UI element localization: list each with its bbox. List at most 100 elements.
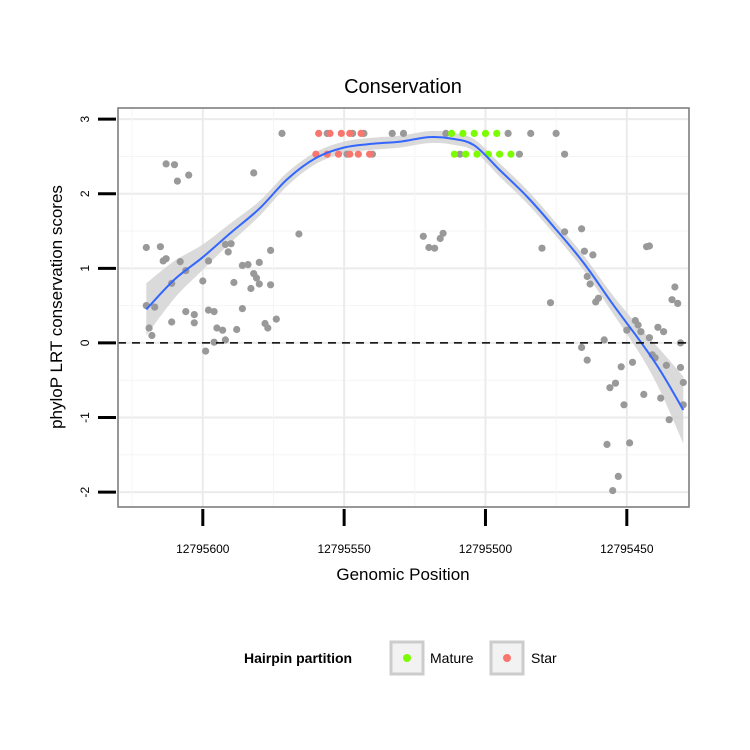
data-point-other	[614, 472, 622, 480]
data-point-other	[252, 274, 261, 282]
data-point-other	[238, 305, 246, 313]
y-tick-label: 3	[78, 116, 92, 123]
legend-title: Hairpin partition	[244, 650, 352, 666]
data-point-other	[295, 230, 303, 238]
data-point-other	[227, 240, 235, 248]
data-point-other	[425, 243, 433, 252]
data-point-other	[546, 299, 555, 307]
data-point-other	[202, 347, 210, 355]
data-point-other	[230, 278, 238, 287]
x-tick-label: 12795550	[317, 542, 371, 556]
data-point-other	[561, 150, 569, 158]
grid-layer	[118, 108, 689, 507]
data-point-other	[210, 338, 218, 346]
data-point-mature	[473, 150, 481, 158]
data-point-other	[583, 356, 591, 364]
data-point-other	[399, 129, 408, 137]
data-point-other	[561, 228, 569, 236]
data-point-other	[538, 244, 546, 252]
data-point-other	[219, 326, 227, 334]
data-point-star	[315, 129, 323, 137]
data-point-other	[623, 326, 631, 334]
data-point-other	[250, 169, 258, 177]
data-point-other	[148, 331, 156, 340]
data-point-other	[606, 384, 614, 392]
data-point-mature	[450, 150, 458, 158]
data-point-other	[668, 296, 676, 304]
data-point-star	[334, 150, 343, 158]
data-point-other	[267, 246, 275, 254]
data-point-mature	[448, 129, 456, 137]
data-point-other	[151, 303, 159, 311]
series-mature	[448, 129, 515, 158]
x-tick-label: 12795500	[459, 542, 513, 556]
y-tick-label: 1	[78, 265, 92, 272]
smooth-line	[145, 135, 685, 411]
data-point-other	[611, 379, 620, 387]
data-point-mature	[481, 129, 490, 137]
data-point-star	[346, 129, 354, 137]
data-point-mature	[507, 150, 515, 158]
series-star	[312, 129, 374, 158]
data-point-other	[456, 150, 464, 158]
y-tick-label: 2	[78, 190, 92, 197]
data-point-other	[182, 308, 190, 316]
data-point-star	[357, 129, 365, 137]
data-point-other	[162, 255, 170, 263]
data-point-other	[586, 280, 594, 288]
data-point-other	[552, 129, 560, 137]
data-point-other	[662, 361, 671, 369]
data-point-mature	[470, 129, 478, 137]
data-point-other	[439, 229, 447, 237]
data-point-other	[657, 394, 665, 402]
data-point-other	[419, 232, 427, 240]
data-point-other	[578, 225, 586, 233]
data-point-other	[221, 336, 229, 344]
data-point-other	[255, 258, 263, 266]
data-point-other	[527, 129, 535, 137]
data-point-other	[660, 328, 668, 336]
data-point-other	[238, 261, 246, 269]
data-point-other	[603, 440, 611, 448]
data-point-other	[255, 280, 263, 288]
data-point-other	[213, 324, 221, 332]
data-point-other	[247, 284, 255, 293]
data-point-other	[210, 308, 218, 316]
data-point-other	[431, 244, 439, 252]
data-point-other	[176, 258, 184, 266]
data-point-other	[168, 318, 176, 326]
data-point-other	[676, 363, 685, 372]
y-tick-label: -2	[78, 486, 92, 497]
data-point-other	[244, 261, 252, 269]
data-point-other	[628, 358, 637, 366]
y-tick-label: 0	[78, 339, 92, 346]
data-point-other	[637, 328, 645, 336]
data-point-other	[224, 248, 232, 256]
legend: Hairpin partition Mature Star	[244, 640, 557, 676]
data-point-other	[504, 129, 512, 137]
data-point-other	[640, 390, 648, 398]
data-point-other	[145, 324, 153, 332]
x-axis-label: Genomic Position	[336, 565, 469, 584]
data-point-other	[578, 343, 586, 351]
data-point-other	[267, 281, 275, 289]
data-point-other	[221, 240, 229, 249]
chart-title: Conservation	[344, 76, 462, 98]
data-point-other	[626, 439, 634, 447]
data-point-other	[583, 272, 591, 281]
data-point-other	[442, 129, 450, 137]
data-point-other	[170, 161, 179, 169]
data-point-other	[264, 324, 272, 332]
data-point-mature	[496, 150, 504, 158]
data-point-other	[199, 277, 207, 285]
data-point-other	[190, 319, 198, 327]
y-axis-label: phyloP LRT conservation scores	[47, 185, 66, 429]
data-point-other	[278, 129, 286, 137]
data-point-other	[654, 323, 662, 331]
data-point-other	[674, 299, 682, 307]
data-point-other	[645, 334, 654, 342]
data-point-other	[665, 416, 673, 424]
data-point-other	[609, 487, 617, 495]
